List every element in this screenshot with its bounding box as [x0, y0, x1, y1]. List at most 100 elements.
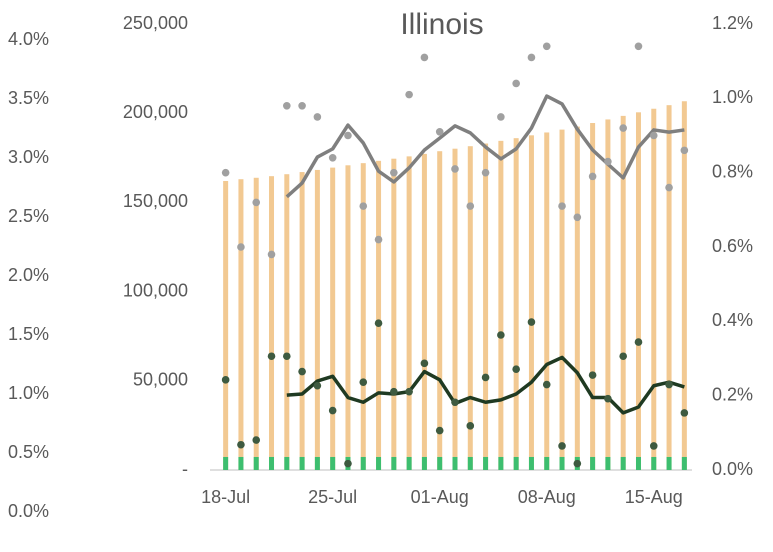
dot: [221, 376, 230, 384]
y2-tick-label: 0.6%: [712, 236, 753, 256]
y-tick-label: 100,000: [123, 280, 188, 300]
bar: [376, 456, 382, 470]
bar: [223, 180, 229, 470]
dot: [252, 198, 261, 207]
x-tick-label: 18-Jul: [201, 487, 250, 507]
dot: [527, 318, 536, 326]
dot: [420, 53, 429, 62]
y2-tick-label: 0.0%: [712, 459, 753, 479]
dot: [604, 394, 612, 403]
dot: [481, 168, 490, 177]
x-tick-label: 08-Aug: [518, 487, 576, 507]
dot: [665, 380, 673, 389]
y3-tick-label: 3.0%: [8, 147, 49, 167]
dot: [390, 387, 398, 396]
bar: [574, 126, 580, 470]
bar: [238, 456, 244, 470]
bar: [421, 456, 427, 470]
dot: [497, 331, 505, 339]
bar: [360, 456, 366, 470]
bar: [528, 456, 534, 470]
dot: [344, 459, 352, 468]
bar: [498, 456, 504, 470]
bar: [391, 456, 397, 470]
bar: [437, 456, 443, 470]
dot: [665, 183, 673, 192]
bar: [528, 135, 534, 470]
dot: [588, 371, 597, 379]
dot: [328, 154, 337, 162]
line: [286, 355, 685, 415]
bar: [544, 456, 550, 470]
dot: [451, 398, 459, 407]
dot: [283, 101, 291, 110]
bar: [452, 456, 458, 470]
bar: [314, 169, 320, 470]
y3-tick-label: 4.0%: [8, 29, 49, 49]
dot: [573, 213, 582, 222]
dot: [497, 113, 505, 121]
dot: [466, 202, 475, 210]
y3-tick-label: 2.5%: [8, 206, 49, 226]
bar: [605, 456, 611, 470]
y3-tick-label: 2.0%: [8, 265, 49, 285]
bar: [299, 172, 305, 470]
bar: [635, 456, 641, 470]
dot: [313, 381, 322, 390]
dot: [588, 172, 597, 181]
bar: [269, 176, 275, 470]
bar: [406, 156, 412, 470]
dot: [298, 101, 306, 110]
y-tick-label: 50,000: [133, 370, 188, 390]
bar: [620, 456, 626, 470]
dot: [237, 243, 245, 251]
x-tick-label: 25-Jul: [308, 487, 357, 507]
bar: [284, 456, 290, 470]
dot: [481, 373, 490, 382]
bar: [406, 456, 412, 470]
bar: [467, 456, 473, 470]
line: [285, 94, 685, 199]
dot: [252, 436, 261, 444]
bar: [635, 112, 641, 471]
chart-title: Illinois: [400, 8, 483, 41]
dot: [313, 113, 322, 121]
bar: [483, 456, 489, 470]
dot: [221, 168, 230, 177]
dot: [604, 157, 612, 166]
y3-tick-label: 1.5%: [8, 324, 49, 344]
dot: [680, 146, 689, 155]
bar: [376, 160, 382, 470]
bar: [651, 108, 657, 471]
y2-tick-label: 0.4%: [712, 310, 753, 330]
dot: [542, 380, 551, 389]
dot: [573, 459, 582, 468]
bar: [513, 456, 519, 470]
bar: [467, 146, 473, 471]
dot: [435, 127, 444, 136]
dot: [649, 131, 658, 140]
bar: [559, 129, 565, 470]
bar: [253, 456, 259, 470]
bar: [437, 151, 443, 470]
bar: [666, 105, 672, 470]
dot: [435, 426, 444, 435]
y2-tick-label: 1.0%: [712, 87, 753, 107]
bar: [681, 101, 687, 471]
y-tick-label: 150,000: [123, 191, 188, 211]
bar: [253, 177, 259, 470]
y2-tick-label: 0.8%: [712, 161, 753, 181]
dot: [619, 124, 627, 132]
dot: [359, 378, 368, 387]
bar: [360, 163, 366, 471]
dot: [466, 422, 475, 430]
bar: [513, 138, 519, 470]
bar: [666, 456, 672, 470]
bar: [681, 456, 687, 470]
y2-tick-label: 0.2%: [712, 384, 753, 404]
dot: [405, 90, 413, 99]
bar: [223, 456, 229, 470]
x-tick-label: 15-Aug: [625, 487, 683, 507]
dot: [328, 406, 337, 415]
